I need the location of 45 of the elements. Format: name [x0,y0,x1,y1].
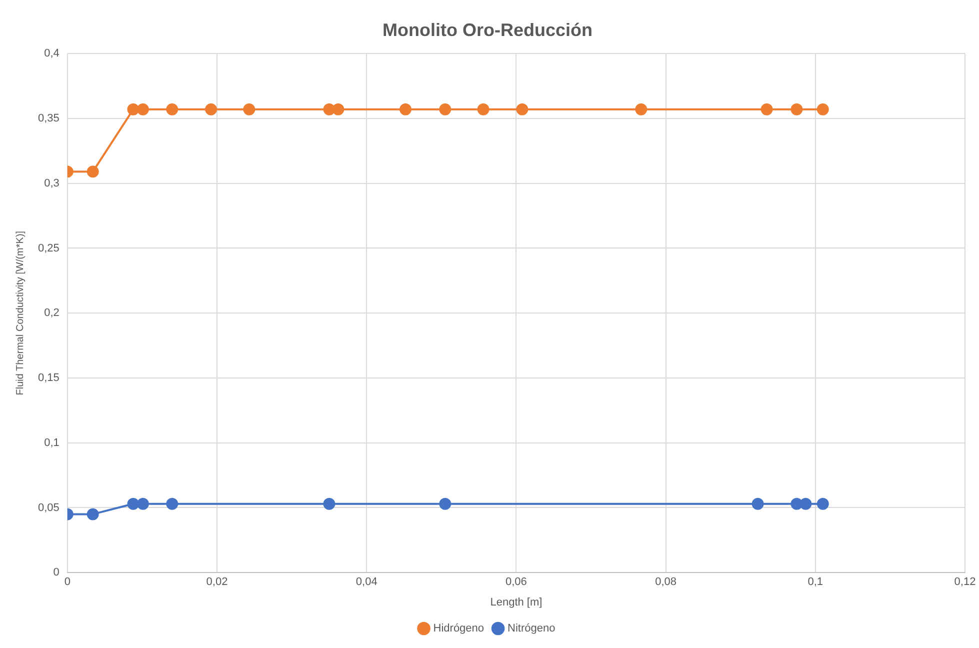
point [136,103,149,116]
point [635,103,648,116]
y-tick-label: 0,3 [44,177,60,190]
x-tick-label: 0,08 [655,576,677,588]
point [205,103,218,116]
point [816,498,829,510]
y-tick-label: 0,1 [44,436,60,449]
y-tick-label: 0,2 [44,307,60,320]
point [790,103,803,116]
legend-label: Nitrógeno [508,622,556,635]
y-tick-label: 0,35 [38,112,60,125]
point [243,103,256,116]
x-tick-label: 0,06 [505,576,527,588]
point [136,498,149,510]
point [127,498,140,510]
point [800,498,812,510]
point [86,166,99,178]
x-tick-label: 0,02 [206,576,228,588]
y-tick-label: 0,25 [38,242,60,254]
point [323,498,336,510]
point [760,103,773,116]
x-tick-label: 0,04 [356,576,378,588]
y-tick-label: 0 [53,566,60,579]
x-tick-label: 0,12 [954,576,976,588]
point [400,103,412,116]
point [439,103,452,116]
legend-label: Hidrógeno [433,622,484,635]
point [166,498,178,510]
point [752,498,764,510]
x-tick-label: 0 [64,576,70,588]
y-tick-label: 0,05 [38,502,60,514]
y-tick-label: 0,15 [38,372,60,384]
y-tick-label: 0,4 [44,48,60,60]
point [86,508,99,520]
chart-title: Monolito Oro-Reducción [382,20,592,40]
x-axis-title: Length [m] [490,596,542,608]
point [439,498,452,510]
point [127,103,140,116]
y-axis-title: Fluid Thermal Conductivity [W/(m*K)] [14,230,26,396]
point [516,103,528,116]
point [166,103,178,116]
point [477,103,490,116]
x-tick-label: 0,1 [808,576,824,588]
point [816,103,829,116]
point [332,103,344,116]
